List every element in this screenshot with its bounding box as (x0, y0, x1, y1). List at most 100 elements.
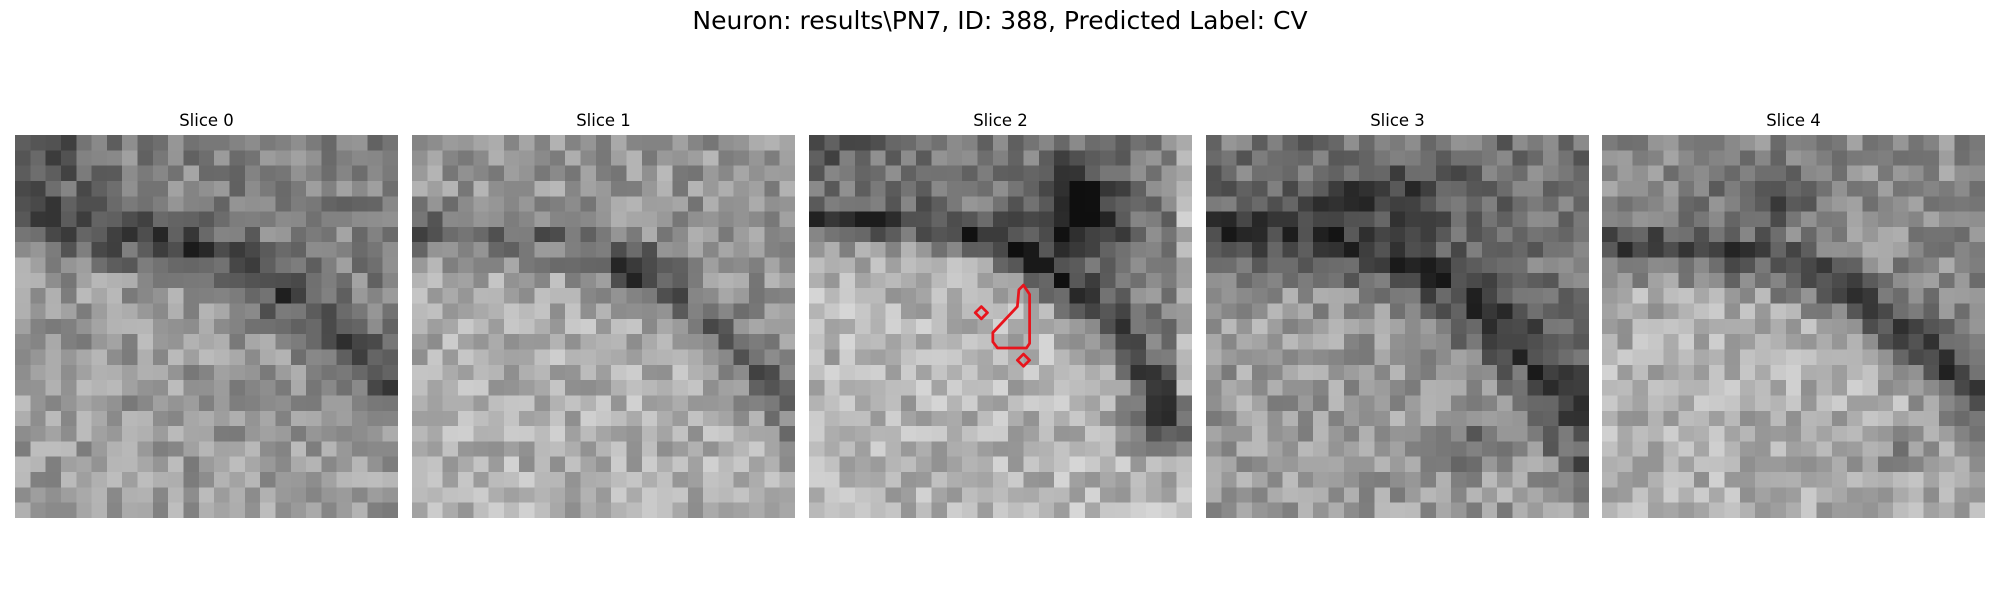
pixel (1831, 349, 1848, 366)
pixel (1602, 334, 1618, 350)
pixel (260, 196, 276, 212)
pixel (1481, 150, 1498, 166)
pixel (1084, 334, 1101, 350)
pixel (1100, 135, 1116, 151)
pixel (687, 502, 704, 518)
pixel (91, 303, 108, 320)
pixel (1847, 334, 1863, 350)
pixel (321, 135, 338, 151)
pixel (91, 318, 108, 335)
pixel (764, 226, 780, 243)
pixel (641, 426, 658, 442)
pixel (534, 257, 551, 274)
pixel (749, 318, 765, 335)
pixel (870, 502, 886, 518)
pixel (122, 395, 138, 412)
pixel (275, 257, 292, 274)
pixel (382, 135, 398, 151)
pixel (1785, 150, 1802, 166)
pixel (1481, 165, 1498, 182)
pixel (1435, 165, 1452, 182)
pixel (60, 318, 77, 335)
pixel (519, 334, 535, 350)
pixel (1602, 502, 1618, 518)
pixel (1008, 135, 1024, 151)
pixel (580, 318, 597, 335)
pixel (749, 502, 765, 518)
pixel (1558, 334, 1574, 350)
pixel (779, 135, 795, 151)
pixel (1801, 242, 1817, 258)
pixel (473, 502, 489, 518)
pixel (1862, 456, 1879, 473)
pixel (1617, 487, 1633, 503)
pixel (152, 456, 169, 473)
pixel (749, 441, 765, 458)
pixel (1785, 426, 1802, 442)
pixel (152, 318, 169, 335)
pixel (503, 441, 520, 458)
pixel (1573, 150, 1589, 166)
pixel (30, 349, 46, 366)
pixel (1328, 288, 1345, 304)
pixel (946, 334, 963, 350)
pixel (1893, 441, 1909, 458)
pixel (152, 180, 169, 197)
pixel (275, 226, 292, 243)
pixel (1008, 472, 1024, 488)
pixel (1617, 318, 1633, 335)
pixel (595, 150, 612, 166)
pixel (916, 502, 932, 518)
pixel (870, 318, 886, 335)
pixel (1527, 472, 1544, 488)
pixel (641, 226, 658, 243)
pixel (977, 211, 994, 228)
pixel (595, 288, 612, 304)
pixel (457, 334, 474, 350)
pixel (367, 303, 383, 320)
pixel (1008, 487, 1024, 503)
pixel (549, 257, 566, 274)
pixel (1497, 303, 1513, 320)
pixel (779, 349, 795, 366)
pixel (45, 272, 62, 289)
slice-title: Slice 4 (1766, 111, 1821, 130)
pixel (1297, 441, 1314, 458)
pixel (977, 318, 994, 335)
pixel (1862, 242, 1879, 258)
pixel (992, 135, 1009, 151)
pixel (657, 288, 673, 304)
pixel (1954, 441, 1970, 458)
pixel (931, 472, 948, 488)
pixel (1038, 334, 1055, 350)
pixel (534, 380, 551, 396)
pixel (198, 472, 215, 488)
pixel (1543, 349, 1559, 366)
pixel (336, 395, 353, 412)
pixel (1176, 349, 1192, 366)
pixel (1343, 180, 1360, 197)
pixel (76, 364, 92, 381)
pixel (1862, 318, 1879, 335)
pixel (1221, 196, 1237, 212)
pixel (45, 441, 62, 458)
pixel (214, 487, 230, 503)
pixel (992, 364, 1009, 381)
pixel (427, 456, 443, 473)
pixel (657, 410, 673, 427)
pixel (1693, 196, 1710, 212)
pixel (91, 472, 108, 488)
pixel (595, 318, 612, 335)
pixel (534, 349, 551, 366)
pixel (1038, 487, 1055, 503)
pixel (1939, 226, 1955, 243)
pixel (1420, 410, 1437, 427)
pixel (1161, 242, 1177, 258)
pixel (1161, 349, 1177, 366)
pixel (1221, 395, 1237, 412)
pixel (885, 472, 902, 488)
pixel (260, 487, 276, 503)
pixel (1543, 242, 1559, 258)
pixel (488, 472, 505, 488)
pixel (1755, 380, 1771, 396)
